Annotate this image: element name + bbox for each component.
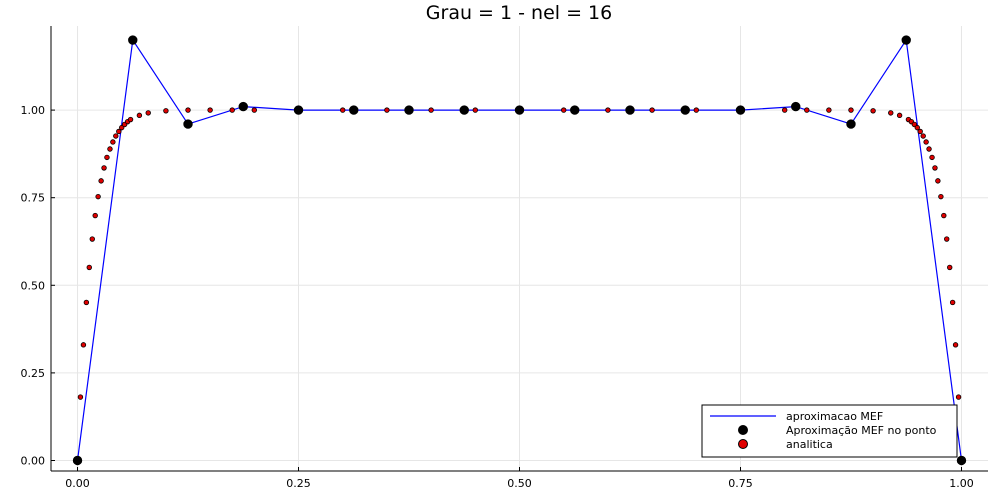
y-tick-label: 0.50 bbox=[21, 279, 46, 292]
mef-point bbox=[680, 105, 690, 115]
analitica-point bbox=[932, 165, 938, 171]
analitica-point bbox=[163, 108, 169, 114]
analitica-point bbox=[888, 110, 894, 116]
analitica-point bbox=[340, 107, 346, 113]
analitica-point bbox=[251, 107, 258, 113]
analitica-point bbox=[113, 133, 119, 139]
tick-labels: 0.00 0.25 0.50 0.75 1.00 0.00 0.25 0.50 0.75 1.00 bbox=[21, 104, 974, 490]
analitica-point bbox=[920, 133, 926, 139]
x-tick-label: 0.00 bbox=[65, 477, 90, 490]
analitica-point bbox=[127, 116, 134, 123]
analitica-point bbox=[935, 178, 941, 184]
analitica-point bbox=[207, 107, 213, 113]
analitica-point bbox=[104, 154, 110, 161]
analitica-point bbox=[136, 112, 143, 119]
analitica-point bbox=[92, 212, 98, 219]
analitica-point bbox=[941, 212, 947, 219]
analitica-point bbox=[923, 139, 929, 145]
y-tick-label: 0.00 bbox=[21, 454, 46, 467]
mef-point bbox=[956, 455, 967, 466]
analitica-point bbox=[896, 112, 903, 119]
legend-swatch-black bbox=[738, 425, 748, 435]
mef-point bbox=[238, 101, 248, 112]
analitica-point bbox=[649, 107, 655, 113]
x-tick-label: 1.00 bbox=[949, 477, 974, 490]
analitica-point bbox=[955, 394, 962, 400]
mef-point bbox=[183, 119, 193, 129]
analitica-point bbox=[185, 107, 191, 113]
y-tick-label: 0.25 bbox=[21, 367, 46, 380]
mef-point bbox=[625, 105, 635, 115]
analitica-point bbox=[560, 107, 567, 113]
mef-point bbox=[901, 35, 911, 45]
y-tick-label: 0.75 bbox=[21, 192, 46, 205]
analitica-point bbox=[98, 178, 104, 184]
chart-title: Grau = 1 - nel = 16 bbox=[426, 2, 612, 24]
analitica-point bbox=[848, 107, 854, 113]
legend-label-point: Aproximação MEF no ponto bbox=[786, 424, 937, 437]
analitica-point bbox=[80, 342, 87, 348]
analitica-point bbox=[926, 146, 932, 152]
analitica-point bbox=[83, 299, 90, 306]
analitica-point bbox=[804, 107, 810, 113]
mef-point bbox=[128, 35, 138, 45]
mef-point bbox=[459, 105, 469, 115]
analitica-point bbox=[145, 110, 151, 116]
mef-point bbox=[735, 105, 746, 115]
mef-point bbox=[791, 101, 801, 112]
analitica-point bbox=[870, 108, 876, 114]
mef-point bbox=[404, 105, 414, 115]
analitica-point bbox=[914, 124, 920, 131]
analitica-point bbox=[605, 107, 611, 113]
analitica-point bbox=[472, 107, 479, 113]
legend-label-analytic: analitica bbox=[786, 438, 833, 451]
y-tick-label: 1.00 bbox=[21, 104, 46, 117]
axes bbox=[50, 26, 988, 472]
legend-swatch-red bbox=[738, 439, 748, 449]
analitica-point bbox=[107, 146, 113, 152]
mef-point bbox=[846, 119, 856, 129]
analitica-point bbox=[949, 299, 956, 306]
analitica-point bbox=[77, 394, 84, 400]
mef-point bbox=[570, 105, 580, 115]
x-tick-label: 0.75 bbox=[728, 477, 753, 490]
x-tick-label: 0.50 bbox=[507, 477, 532, 490]
analitica-point bbox=[89, 236, 95, 242]
x-tick-label: 0.25 bbox=[286, 477, 311, 490]
analitica-point bbox=[952, 342, 959, 348]
analitica-point bbox=[116, 128, 122, 135]
analitica-point bbox=[947, 264, 953, 271]
analitica-point bbox=[428, 107, 434, 113]
analitica-point bbox=[101, 165, 107, 171]
analitica-point bbox=[938, 193, 944, 200]
mef-point bbox=[349, 105, 359, 115]
analitica-point bbox=[693, 107, 699, 113]
analitica-point bbox=[781, 107, 788, 113]
analitica-point bbox=[229, 107, 235, 113]
analitica-point bbox=[86, 264, 92, 271]
analitica-point bbox=[826, 107, 832, 113]
analitica-point bbox=[384, 107, 390, 113]
analitica-point bbox=[929, 154, 935, 161]
grid bbox=[51, 26, 988, 471]
legend-label-line: aproximacao MEF bbox=[786, 410, 883, 423]
mef-point bbox=[514, 105, 525, 115]
mef-point bbox=[293, 105, 304, 115]
series bbox=[72, 35, 967, 466]
analitica-point bbox=[110, 139, 116, 145]
legend: aproximacao MEF Aproximação MEF no ponto… bbox=[701, 404, 958, 458]
analitica-point bbox=[917, 128, 923, 135]
mef-point bbox=[72, 455, 83, 466]
analitica-point bbox=[944, 236, 950, 242]
analitica-point bbox=[95, 193, 101, 200]
